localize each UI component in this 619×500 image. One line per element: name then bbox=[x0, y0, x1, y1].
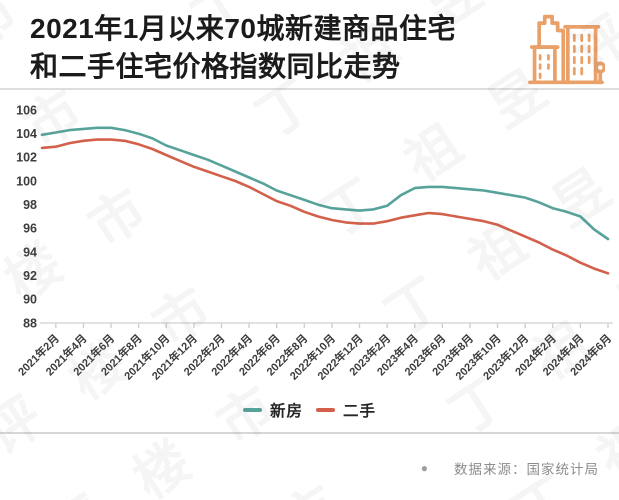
footer: ● 数据来源：国家统计局 bbox=[0, 456, 599, 480]
y-axis-label: 88 bbox=[23, 316, 37, 330]
page-title-line-2: 和二手住宅价格指数同比走势 bbox=[30, 51, 401, 82]
second-hand-line-swatch bbox=[316, 408, 335, 412]
city-buildings-icon bbox=[528, 14, 605, 85]
legend-label-new-homes: 新房 bbox=[269, 403, 303, 420]
header-divider bbox=[0, 88, 619, 90]
y-axis-label: 90 bbox=[23, 293, 37, 307]
data-source-text: 数据来源：国家统计局 bbox=[454, 462, 599, 477]
chart-legend: 新房 二手 bbox=[0, 399, 619, 421]
price-index-line-chart: 1061041021009896949290882021年2月2021年4月20… bbox=[15, 103, 614, 382]
legend-item-new-homes: 新房 bbox=[242, 399, 303, 421]
y-axis-label: 100 bbox=[16, 174, 37, 188]
right-building-windows bbox=[572, 33, 591, 76]
legend-label-second-hand: 二手 bbox=[343, 403, 377, 420]
y-axis-label: 92 bbox=[23, 269, 37, 283]
footer-divider bbox=[0, 432, 619, 434]
back-tower-shape bbox=[537, 14, 566, 83]
left-building-shape bbox=[532, 45, 557, 85]
y-axis-label: 102 bbox=[16, 151, 37, 165]
y-axis-label: 94 bbox=[23, 245, 37, 259]
new-homes-series-line bbox=[40, 126, 610, 241]
left-building-windows bbox=[538, 54, 550, 80]
y-axis-label: 104 bbox=[16, 127, 37, 141]
y-axis-label: 106 bbox=[16, 103, 37, 117]
y-axis-label: 96 bbox=[23, 222, 37, 236]
second-hand-series-line bbox=[40, 138, 610, 275]
header: 2021年1月以来70城新建商品住宅 和二手住宅价格指数同比走势 bbox=[30, 10, 515, 86]
bullet-dot-icon: ● bbox=[420, 461, 428, 475]
legend-item-second-hand: 二手 bbox=[316, 399, 376, 421]
new-homes-line-swatch bbox=[242, 408, 262, 412]
page-title-line-1: 2021年1月以来70城新建商品住宅 bbox=[30, 13, 457, 44]
y-axis-label: 98 bbox=[23, 198, 37, 212]
